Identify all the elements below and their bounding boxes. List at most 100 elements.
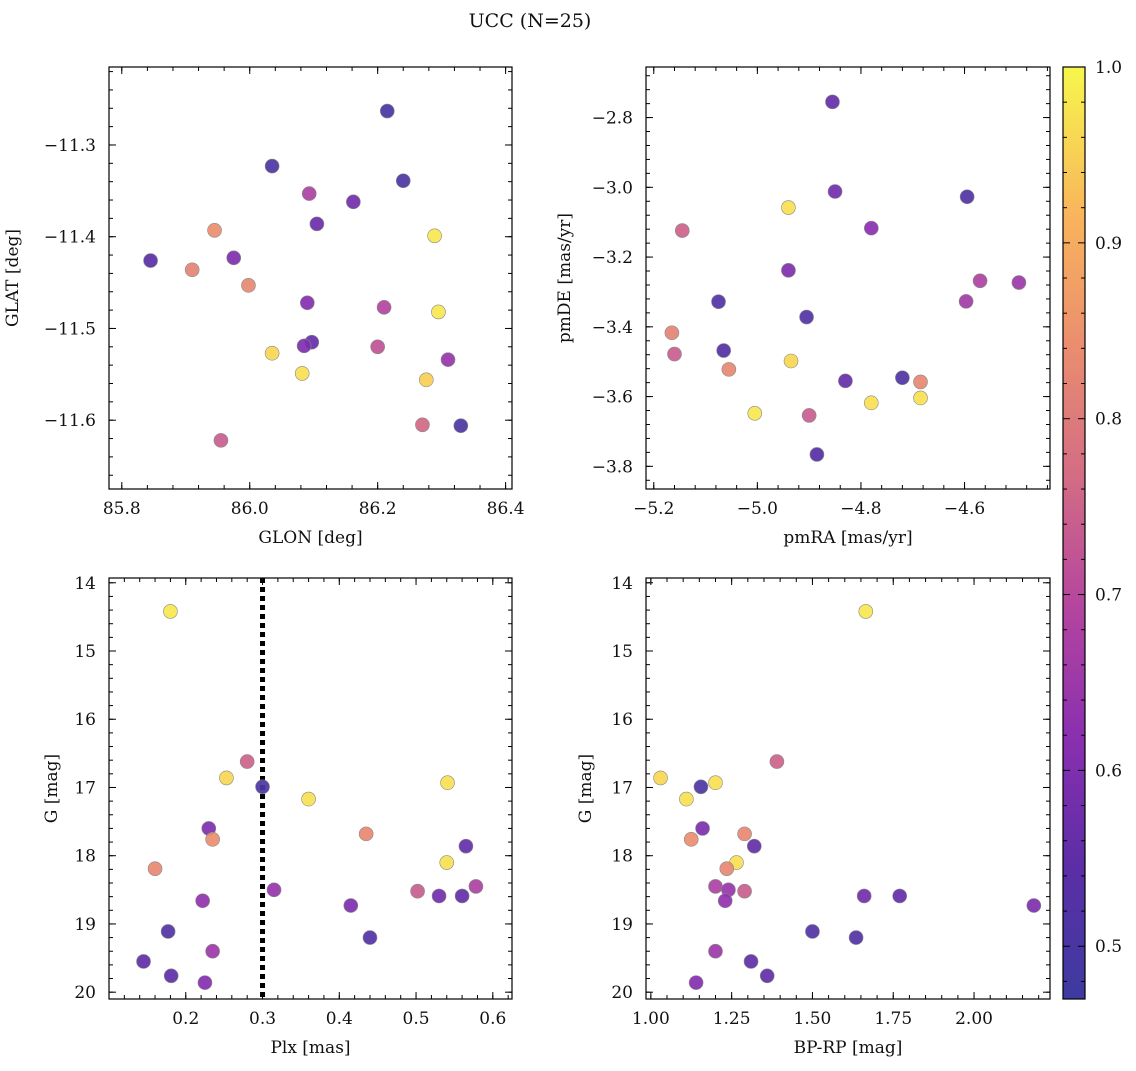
data-point xyxy=(197,975,213,990)
data-point xyxy=(708,879,723,894)
data-point xyxy=(721,362,737,377)
data-point xyxy=(958,294,974,309)
data-point xyxy=(294,366,310,381)
data-point xyxy=(711,294,726,310)
data-point xyxy=(1011,275,1027,290)
data-point xyxy=(241,278,256,293)
data-point xyxy=(856,888,872,904)
y-tick-label: −11.6 xyxy=(44,411,96,431)
data-point xyxy=(743,954,759,969)
y-tick-label: 17 xyxy=(611,778,633,798)
y-tick-label: −3.2 xyxy=(592,248,633,268)
x-tick-label: −4.8 xyxy=(840,499,881,519)
y-axis-label: GLAT [deg] xyxy=(3,229,23,327)
y-tick-label: 16 xyxy=(611,710,633,730)
x-tick-label: 0.5 xyxy=(403,1009,430,1029)
data-point xyxy=(781,263,796,278)
data-point xyxy=(864,220,879,236)
data-point xyxy=(264,345,280,361)
data-point xyxy=(427,228,442,244)
data-point xyxy=(226,250,242,266)
y-tick-label: 17 xyxy=(74,778,96,798)
data-point xyxy=(376,300,392,315)
data-point xyxy=(309,216,325,232)
data-point xyxy=(205,832,220,847)
data-point xyxy=(343,898,359,913)
data-point xyxy=(1026,898,1042,913)
data-point xyxy=(674,223,690,238)
y-axis-label: G [mag] xyxy=(42,754,62,823)
data-point xyxy=(163,968,179,984)
data-point xyxy=(440,352,456,367)
data-point xyxy=(695,821,710,836)
data-point xyxy=(264,158,280,174)
x-tick-label: 86.2 xyxy=(359,499,397,519)
x-axis-label: pmRA [mas/yr] xyxy=(783,528,912,548)
data-point xyxy=(136,954,151,969)
data-point xyxy=(395,173,411,189)
x-tick-label: 86.0 xyxy=(231,499,269,519)
data-point xyxy=(296,338,312,354)
data-point xyxy=(805,924,820,939)
x-tick-label: 0.6 xyxy=(479,1009,506,1029)
x-tick-label: 0.3 xyxy=(249,1009,276,1029)
colorbar-gradient xyxy=(1062,66,1086,1000)
colorbar-tick-label: 0.5 xyxy=(1095,937,1122,957)
data-point xyxy=(716,343,731,358)
data-point xyxy=(972,273,988,289)
y-tick-label: −2.8 xyxy=(592,109,633,129)
x-axis-label: BP-RP [mag] xyxy=(794,1038,903,1058)
data-point xyxy=(213,433,229,448)
x-tick-label: −5.2 xyxy=(633,499,674,519)
data-point xyxy=(693,779,709,795)
data-point xyxy=(255,779,270,795)
data-point xyxy=(431,304,446,320)
x-tick-label: 86.4 xyxy=(487,499,525,519)
x-axis-label: GLON [deg] xyxy=(258,528,362,548)
y-tick-label: 15 xyxy=(611,642,633,662)
data-point xyxy=(959,189,975,205)
panel-bprp-g: 1.00 1.25 1.50 1.75 2.00 14 15 16 17 18 19 20 BP-RP … xyxy=(576,574,1051,1058)
axes-frame xyxy=(645,577,1051,1000)
data-point xyxy=(913,374,928,390)
data-point xyxy=(759,968,775,984)
data-point xyxy=(664,325,680,341)
colorbar: 0.5 0.6 0.7 0.8 0.9 1.0 xyxy=(1062,58,1122,1000)
figure-title: UCC (N=25) xyxy=(469,10,592,32)
x-tick-label: −5.0 xyxy=(737,499,778,519)
data-point xyxy=(653,770,668,786)
data-point xyxy=(219,770,234,786)
y-tick-label: −3.4 xyxy=(592,318,633,338)
y-axis-label: pmDE [mas/yr] xyxy=(555,213,575,343)
data-point xyxy=(440,775,455,791)
data-point xyxy=(667,346,682,362)
x-tick-label: 0.4 xyxy=(326,1009,353,1029)
data-point xyxy=(346,194,361,210)
data-point xyxy=(719,861,735,876)
x-tick-label: 1.25 xyxy=(713,1009,751,1029)
x-tick-label: 1.50 xyxy=(794,1009,832,1029)
data-point xyxy=(147,861,163,876)
data-point xyxy=(184,262,200,278)
data-point xyxy=(781,200,796,215)
data-point xyxy=(679,791,694,807)
y-tick-label: 16 xyxy=(74,710,96,730)
data-point xyxy=(737,883,752,899)
data-point xyxy=(300,295,315,311)
data-point xyxy=(827,184,843,199)
panel-glon-glat: 85.8 86.0 86.2 86.4 −11.3 −11.4 −11.5 −11.6 GLON… xyxy=(3,66,525,548)
data-point xyxy=(301,186,317,201)
data-point xyxy=(195,893,210,909)
data-point xyxy=(747,406,763,421)
data-point xyxy=(415,417,430,433)
data-point xyxy=(864,395,879,411)
data-point xyxy=(801,408,817,423)
data-point xyxy=(205,943,220,959)
x-tick-label: 85.8 xyxy=(103,499,141,519)
x-tick-label: −4.6 xyxy=(944,499,985,519)
panel-plx-g: 0.2 0.3 0.4 0.5 0.6 14 15 16 17 18 19 20 Plx [mas] G … xyxy=(42,574,513,1058)
data-point xyxy=(439,855,455,870)
y-tick-label: 19 xyxy=(74,915,96,935)
data-point xyxy=(410,883,425,899)
